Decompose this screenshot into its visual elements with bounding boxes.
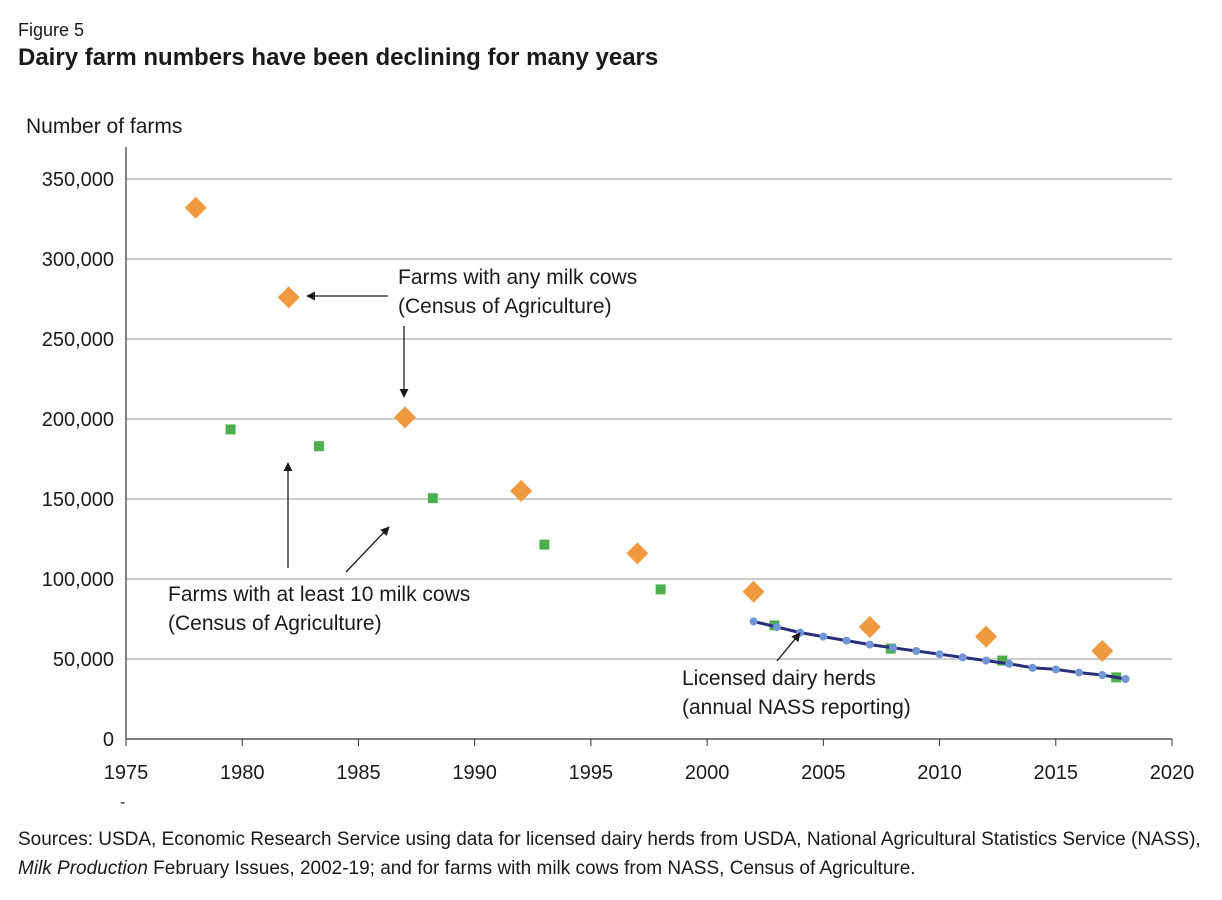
point-licensed-herds	[1028, 663, 1037, 672]
x-tick-label: 1980	[220, 762, 265, 784]
annotation-ten-line: Farms with at least 10 milk cows	[168, 583, 470, 606]
point-any-milk-cows	[1091, 640, 1114, 662]
y-axis-label: Number of farms	[26, 115, 182, 138]
x-tick-label: 2015	[1034, 762, 1079, 784]
y-tick-label: 250,000	[42, 329, 114, 351]
chart: 0 50,000 100,000 150,000 200,000 250,000 300,0…	[26, 115, 1195, 784]
sources-italic: Milk Production	[18, 858, 148, 879]
point-any-milk-cows	[184, 196, 207, 219]
point-licensed-herds	[865, 640, 874, 649]
point-any-milk-cows	[975, 625, 998, 648]
y-tick-label: 200,000	[42, 409, 114, 431]
point-licensed-herds	[1005, 659, 1014, 668]
y-tick-label: 150,000	[42, 489, 114, 511]
point-any-milk-cows	[742, 580, 765, 603]
x-tick-label: 1985	[336, 762, 381, 784]
point-at-least-10-cows	[655, 584, 666, 595]
arrow-ten-1988	[345, 526, 390, 573]
point-at-least-10-cows	[539, 539, 550, 550]
point-licensed-herds	[1075, 668, 1084, 677]
x-tick-label: 1995	[569, 762, 614, 784]
point-licensed-herds	[935, 650, 944, 659]
point-any-milk-cows	[858, 616, 881, 638]
chart-title: Dairy farm numbers have been declining f…	[18, 44, 659, 71]
point-licensed-herds	[749, 617, 758, 626]
point-licensed-herds	[958, 653, 967, 662]
stray-dash: -	[120, 794, 126, 811]
x-tick-label: 2005	[801, 762, 846, 784]
annotation-lic-line: (annual NASS reporting)	[682, 696, 911, 719]
point-licensed-herds	[912, 647, 921, 655]
point-any-milk-cows	[626, 542, 649, 565]
point-licensed-herds	[772, 623, 781, 631]
annotation-arrows	[283, 291, 801, 662]
point-licensed-herds	[819, 632, 828, 641]
annotations: Farms with any milk cows (Census of Agric…	[168, 266, 911, 719]
point-any-milk-cows	[277, 286, 300, 309]
sources-note: Sources: USDA, Economic Research Service…	[18, 825, 1208, 883]
y-tick-label: 0	[103, 729, 114, 751]
x-tick-label: 1975	[104, 762, 149, 784]
axes	[125, 147, 1173, 746]
y-tick-label: 300,000	[42, 249, 114, 271]
annotation-any-line: Farms with any milk cows	[398, 266, 637, 289]
x-tick-label: 2020	[1150, 762, 1195, 784]
annotation-lic-line: Licensed dairy herds	[682, 667, 876, 690]
y-tick-label: 50,000	[53, 649, 114, 671]
y-tick-label: 350,000	[42, 169, 114, 191]
point-any-milk-cows	[393, 406, 416, 429]
point-licensed-herds	[1098, 671, 1107, 679]
tick-labels: 0 50,000 100,000 150,000 200,000 250,000 300,0…	[42, 169, 1195, 784]
series	[184, 196, 1130, 683]
sources-text-2: February Issues, 2002-19; and for farms …	[147, 858, 916, 879]
point-at-least-10-cows	[427, 493, 438, 504]
point-at-least-10-cows	[997, 655, 1008, 666]
x-tick-label: 2010	[917, 762, 962, 784]
annotation-ten-line: (Census of Agriculture)	[168, 612, 382, 635]
point-licensed-herds	[1121, 675, 1130, 683]
point-licensed-herds	[842, 636, 851, 645]
point-licensed-herds	[1051, 665, 1060, 674]
figure-label: Figure 5	[18, 20, 85, 40]
point-licensed-herds	[982, 656, 991, 665]
x-tick-label: 1990	[452, 762, 497, 784]
point-at-least-10-cows	[313, 441, 324, 452]
sources-text-1: Sources: USDA, Economic Research Service…	[18, 829, 1201, 850]
point-at-least-10-cows	[225, 424, 236, 435]
annotation-any-line: (Census of Agriculture)	[398, 295, 612, 318]
x-tick-label: 2000	[685, 762, 730, 784]
point-any-milk-cows	[510, 480, 533, 502]
y-tick-label: 100,000	[42, 569, 114, 591]
arrow-licensed	[776, 632, 801, 662]
point-licensed-herds	[889, 643, 898, 652]
